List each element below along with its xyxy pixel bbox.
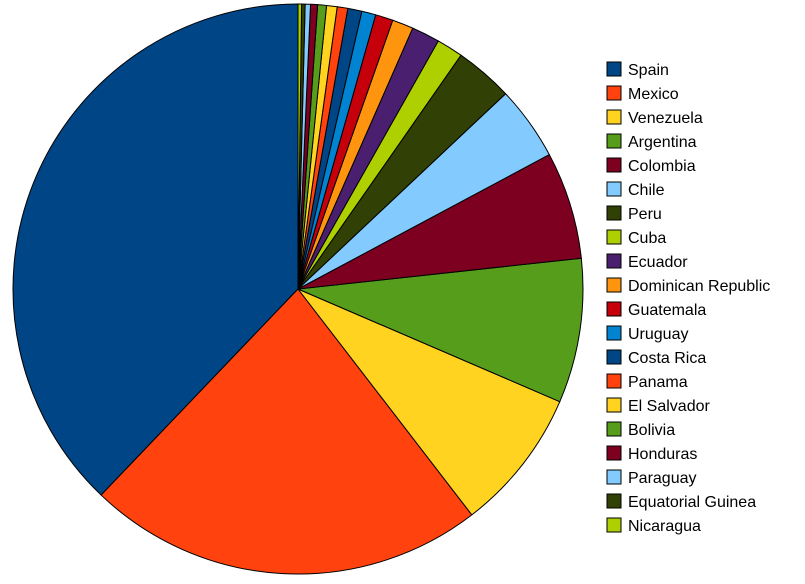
legend-swatch	[606, 133, 622, 149]
legend-label: Argentina	[628, 134, 697, 151]
legend-label: Nicaragua	[628, 518, 701, 535]
legend: Spain Mexico Venezuela Argentina Colombia Chi…	[606, 61, 770, 535]
legend-swatch	[606, 325, 622, 341]
legend-swatch	[606, 445, 622, 461]
legend-label: Peru	[628, 206, 662, 223]
legend-swatch	[606, 373, 622, 389]
legend-label: Ecuador	[628, 254, 688, 271]
pie-slice-venezuela	[297, 288, 561, 516]
legend-label: Venezuela	[628, 110, 703, 127]
legend-label: Panama	[628, 374, 688, 391]
legend-swatch	[606, 205, 622, 221]
legend-label: Colombia	[628, 158, 696, 175]
legend-label: Costa Rica	[628, 350, 706, 367]
legend-swatch	[606, 229, 622, 245]
legend-label: Uruguay	[628, 326, 688, 343]
legend-swatch	[606, 349, 622, 365]
legend-label: Bolivia	[628, 422, 675, 439]
legend-label: Cuba	[628, 230, 666, 247]
pie-slice-nicaragua	[297, 3, 303, 290]
legend-swatch	[606, 109, 622, 125]
legend-swatch	[606, 493, 622, 509]
legend-label: Mexico	[628, 86, 679, 103]
pie-slice-mexico	[100, 288, 473, 575]
legend-label: Chile	[628, 182, 665, 199]
legend-swatch	[606, 301, 622, 317]
legend-label: Equatorial Guinea	[628, 494, 756, 511]
legend-label: Spain	[628, 62, 669, 79]
legend-swatch	[606, 397, 622, 413]
legend-swatch	[606, 421, 622, 437]
legend-label: El Salvador	[628, 398, 710, 415]
legend-swatch	[606, 85, 622, 101]
legend-swatch	[606, 277, 622, 293]
pie-slice-argentina	[297, 257, 584, 403]
legend-swatch	[606, 181, 622, 197]
legend-label: Guatemala	[628, 302, 706, 319]
pie-slices	[12, 3, 584, 575]
legend-label: Dominican Republic	[628, 278, 770, 295]
legend-label: Paraguay	[628, 470, 697, 487]
legend-swatch	[606, 157, 622, 173]
legend-swatch	[606, 517, 622, 533]
legend-swatch	[606, 469, 622, 485]
legend-label: Honduras	[628, 446, 697, 463]
legend-swatch	[606, 253, 622, 269]
legend-swatch	[606, 61, 622, 77]
pie-slice-spain	[12, 3, 299, 496]
